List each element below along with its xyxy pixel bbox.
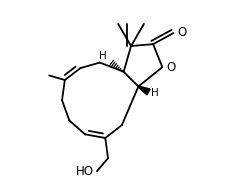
Text: O: O (166, 61, 176, 74)
Text: H: H (151, 89, 159, 98)
Text: O: O (177, 26, 187, 39)
Text: H: H (99, 51, 107, 61)
Polygon shape (138, 86, 150, 95)
Text: HO: HO (76, 165, 94, 178)
